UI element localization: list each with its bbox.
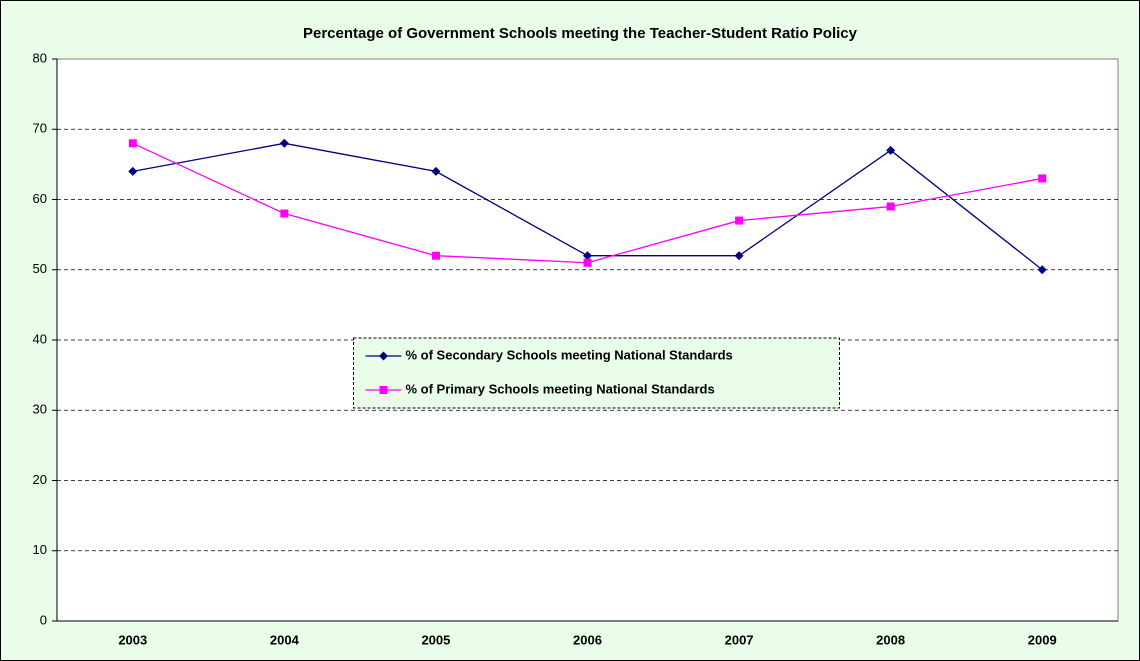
- data-point: [280, 209, 289, 218]
- data-point: [886, 202, 895, 211]
- y-tick-label: 70: [33, 121, 47, 136]
- x-tick-label: 2009: [1028, 632, 1057, 647]
- x-tick-label: 2007: [725, 632, 754, 647]
- legend: % of Secondary Schools meeting National …: [353, 337, 840, 409]
- legend-label: % of Primary Schools meeting National St…: [406, 381, 715, 396]
- data-point: [583, 251, 592, 261]
- data-point: [431, 166, 441, 176]
- y-tick-label: 60: [33, 191, 47, 206]
- y-tick-label: 10: [33, 542, 47, 557]
- legend-box: [353, 337, 840, 409]
- data-point: [886, 145, 896, 155]
- data-point: [735, 216, 744, 225]
- chart-title: Percentage of Government Schools meeting…: [303, 25, 858, 42]
- x-tick-label: 2003: [118, 632, 147, 647]
- data-point: [431, 251, 440, 260]
- legend-marker: [379, 351, 388, 361]
- y-tick-label: 30: [33, 402, 47, 417]
- legend-label: % of Secondary Schools meeting National …: [406, 347, 733, 362]
- y-tick-label: 80: [33, 50, 47, 65]
- x-tick-label: 2006: [573, 632, 602, 647]
- data-point: [279, 138, 289, 148]
- data-point: [583, 258, 592, 267]
- data-point: [1037, 265, 1047, 275]
- y-tick-label: 20: [33, 472, 47, 487]
- x-tick-label: 2004: [270, 632, 300, 647]
- data-point: [128, 166, 138, 176]
- data-point: [1038, 174, 1047, 183]
- x-tick-label: 2008: [876, 632, 905, 647]
- x-tick-label: 2005: [421, 632, 450, 647]
- y-tick-label: 0: [40, 612, 47, 627]
- data-point: [734, 251, 744, 261]
- y-tick-label: 50: [33, 261, 47, 276]
- y-tick-label: 40: [33, 331, 47, 346]
- data-point: [128, 139, 137, 148]
- legend-marker: [379, 386, 388, 394]
